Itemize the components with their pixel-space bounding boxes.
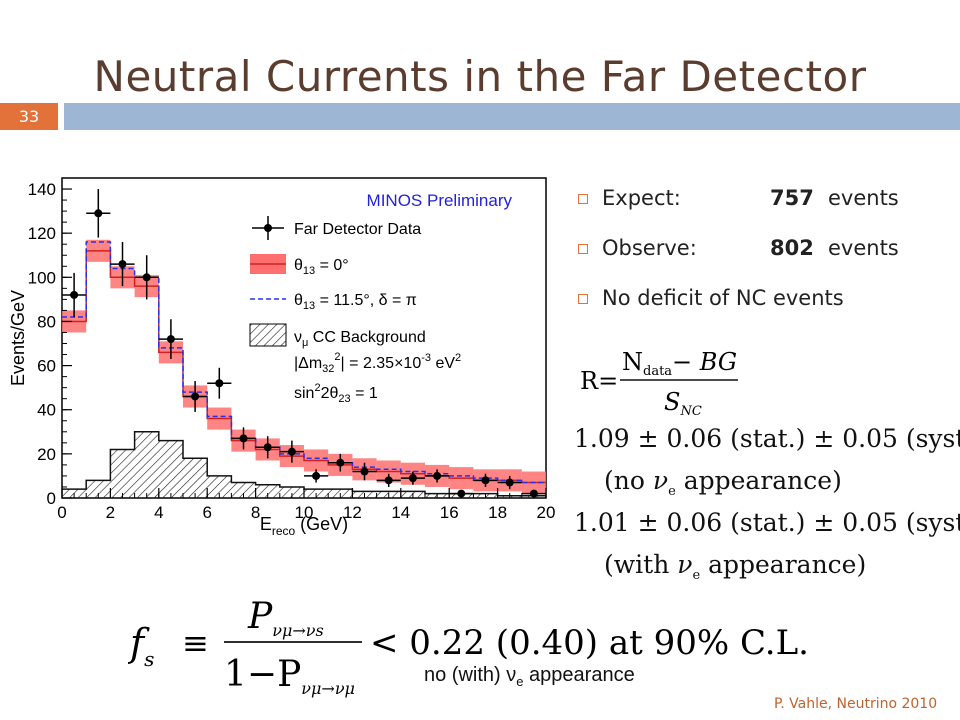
y-tick-label: 60 <box>37 357 56 376</box>
bullet-observe: Observe: 802 events <box>578 236 958 286</box>
y-tick-label: 0 <box>47 489 56 508</box>
y-tick-label: 40 <box>37 401 56 420</box>
result-with-nue: 1.01 ± 0.06 (stat.) ± 0.05 (syst.) <box>574 508 960 537</box>
annotation-sin2theta: sin22θ23 = 1 <box>294 382 378 405</box>
x-tick-label: 0 <box>57 503 66 522</box>
data-point <box>433 471 442 480</box>
background-bin <box>231 482 256 498</box>
fs-rhs: < 0.22 (0.40) at 90% C.L. <box>370 623 808 663</box>
bullet-label: No deficit of NC events <box>602 286 844 310</box>
r-formula-denominator: SNC <box>664 388 702 419</box>
data-point <box>94 209 103 218</box>
annotation-delta-m: |Δm322| = 2.35×10-3 eV2 <box>294 351 461 375</box>
x-tick-label: 16 <box>440 503 459 522</box>
data-point <box>215 379 224 388</box>
data-point <box>191 392 200 401</box>
background-bin <box>86 480 111 498</box>
result-no-nue-note: (no νe appearance) <box>604 466 842 499</box>
r-formula-numerator: Ndata− BG <box>622 348 737 379</box>
background-bin <box>279 486 304 498</box>
y-tick-label: 100 <box>28 268 56 287</box>
background-bin <box>158 440 183 498</box>
r-formula: R= Ndata− BG SNC <box>580 348 738 419</box>
data-point <box>408 474 417 483</box>
bullet-value: 802 <box>770 236 814 260</box>
legend-label: νμ CC Background <box>294 329 426 349</box>
data-point <box>287 447 296 456</box>
data-point <box>70 290 79 299</box>
fs-lhs: fs <box>128 621 154 671</box>
data-point <box>118 260 127 269</box>
data-point <box>263 443 272 452</box>
chart-title: MINOS Preliminary <box>367 191 513 210</box>
slide-title: Neutral Currents in the Far Detector <box>93 52 867 101</box>
data-point <box>505 478 514 487</box>
title-bar <box>64 103 960 130</box>
y-tick-label: 140 <box>28 180 56 199</box>
background-bin <box>255 484 280 498</box>
bullet-list: Expect: 757 events Observe: 802 events N… <box>578 186 958 336</box>
legend-label: θ13 = 11.5°, δ = π <box>294 292 417 312</box>
r-formula-lhs: R= <box>580 367 618 395</box>
x-tick-label: 12 <box>343 503 362 522</box>
fs-numerator: Pνμ→νs <box>247 596 324 640</box>
x-tick-label: 4 <box>154 503 163 522</box>
bullet-square-icon <box>578 194 588 204</box>
data-point <box>312 471 321 480</box>
data-point <box>360 467 369 476</box>
bullet-label: Expect: <box>602 186 681 210</box>
x-tick-label: 14 <box>391 503 410 522</box>
x-tick-label: 8 <box>251 503 260 522</box>
result-no-nue: 1.09 ± 0.06 (stat.) ± 0.05 (syst.) <box>574 424 960 453</box>
data-point <box>166 335 175 344</box>
bullet-label: Observe: <box>602 236 697 260</box>
y-tick-label: 20 <box>37 445 56 464</box>
result-with-nue-note: (with νe appearance) <box>604 550 867 583</box>
y-axis-label: Events/GeV <box>8 290 28 386</box>
bullet-no-deficit: No deficit of NC events <box>578 286 958 336</box>
background-bin <box>110 449 135 498</box>
fs-equiv: ≡ <box>182 624 209 662</box>
data-point <box>336 458 345 467</box>
legend-hatch-swatch <box>249 323 287 347</box>
x-tick-label: 6 <box>202 503 211 522</box>
slide-number: 33 <box>0 103 58 130</box>
background-bin <box>207 475 232 498</box>
fs-formula: fs ≡ Pνμ→νs 1−Pνμ→νμ < 0.22 (0.40) at 90… <box>128 596 808 698</box>
credit-footer: P. Vahle, Neutrino 2010 <box>774 696 938 712</box>
y-tick-label: 120 <box>28 224 56 243</box>
legend-data-marker <box>264 224 272 232</box>
bullet-unit: events <box>828 236 899 260</box>
fs-caption: no (with) νe appearance <box>424 664 635 689</box>
background-bin <box>134 431 159 498</box>
bullet-expect: Expect: 757 events <box>578 186 958 236</box>
background-bin <box>183 458 208 498</box>
x-tick-label: 18 <box>488 503 507 522</box>
data-point <box>142 273 151 282</box>
x-axis-label: Ereco (GeV) <box>260 514 348 538</box>
data-point <box>384 476 393 485</box>
legend-label: θ13 = 0° <box>294 257 349 277</box>
bullet-value: 757 <box>770 186 814 210</box>
bullet-square-icon <box>578 244 588 254</box>
nc-histogram-chart: 0 2 4 6 8 10 12 14 16 18 20 0 20 40 60 80 100 120 140 Far … <box>0 168 560 548</box>
bullet-unit: events <box>828 186 899 210</box>
data-point <box>239 434 248 443</box>
x-tick-label: 2 <box>106 503 115 522</box>
bullet-square-icon <box>578 294 588 304</box>
x-tick-label: 20 <box>537 503 556 522</box>
y-tick-label: 80 <box>37 312 56 331</box>
chart-svg: 0 2 4 6 8 10 12 14 16 18 20 0 20 40 60 80 100 120 140 Far … <box>8 177 556 538</box>
data-point <box>481 476 490 485</box>
fs-denominator: 1−Pνμ→νμ <box>224 654 355 698</box>
legend-label: Far Detector Data <box>294 221 421 238</box>
x-tick-label: 10 <box>295 503 314 522</box>
